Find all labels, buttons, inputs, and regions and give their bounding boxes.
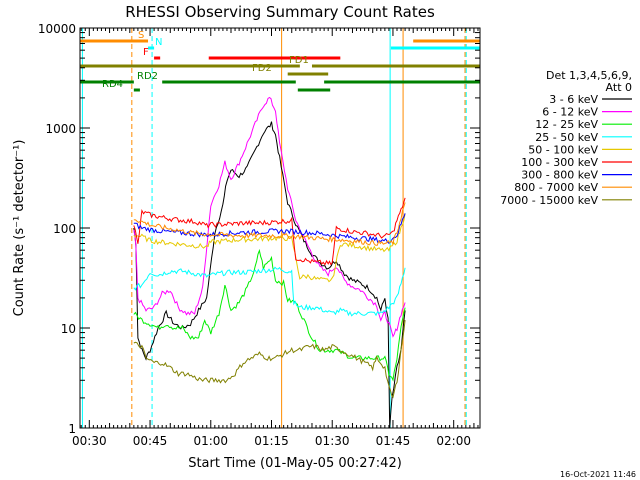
chart-title: RHESSI Observing Summary Count Rates (125, 3, 435, 21)
series-line-5 (133, 197, 406, 266)
legend-label-1: 6 - 12 keV (542, 106, 598, 119)
legend-header-line2: Att 0 (606, 81, 632, 94)
y-tick-label: 10000 (38, 22, 76, 36)
legend-label-7: 800 - 7000 keV (514, 181, 598, 194)
x-tick-label: 00:45 (133, 434, 168, 448)
y-axis-label: Count Rate (s⁻¹ detector⁻¹) (12, 140, 27, 317)
legend-label-3: 25 - 50 keV (535, 131, 598, 144)
series-line-4 (133, 213, 406, 283)
legend-label-4: 50 - 100 keV (528, 143, 598, 156)
x-tick-label: 01:30 (315, 434, 350, 448)
flag-label-fd1: FD1 (289, 55, 309, 66)
flag-label-rd4: RD4 (102, 79, 123, 90)
flag-label-rd2: RD2 (137, 71, 158, 82)
flag-label-f: F (143, 47, 149, 58)
flag-label-n: N (155, 37, 162, 48)
legend-label-0: 3 - 6 keV (549, 93, 598, 106)
y-tick-label: 1 (68, 422, 76, 436)
flag-label-fd2: FD2 (252, 63, 272, 74)
x-tick-label: 01:00 (193, 434, 228, 448)
legend-label-8: 7000 - 15000 keV (500, 194, 598, 207)
series-line-3 (133, 266, 406, 317)
flag-bars: SNF FD1 FD2 RD2 RD4 (80, 30, 480, 92)
legend-label-6: 300 - 800 keV (521, 169, 598, 182)
x-tick-label: 01:45 (376, 434, 411, 448)
y-tick-label: 100 (53, 222, 76, 236)
legend-label-5: 100 - 300 keV (521, 156, 598, 169)
x-axis: 00:30 00:45 01:00 01:15 01:30 01:45 02:00 (72, 28, 479, 448)
series-line-8 (133, 320, 406, 399)
x-tick-label: 01:15 (254, 434, 289, 448)
generation-timestamp: 16-Oct-2021 11:46 (560, 470, 636, 479)
x-axis-label: Start Time (01-May-05 00:27:42) (188, 456, 402, 471)
legend-header-line1: Det 1,3,4,5,6,9, (546, 69, 632, 82)
series-line-7 (133, 202, 406, 246)
flag-label-s: S (138, 30, 144, 41)
y-tick-label: 10 (61, 322, 76, 336)
y-tick-label: 1000 (45, 122, 76, 136)
series-line-2 (133, 248, 406, 382)
series-lines (133, 96, 406, 428)
x-tick-label: 02:00 (436, 434, 471, 448)
legend-label-2: 12 - 25 keV (535, 118, 598, 131)
y-axis: 1 10 100 1000 10000 (38, 22, 480, 436)
series-line-1 (133, 96, 406, 338)
series-line-0 (133, 121, 406, 428)
x-tick-label: 00:30 (72, 434, 107, 448)
